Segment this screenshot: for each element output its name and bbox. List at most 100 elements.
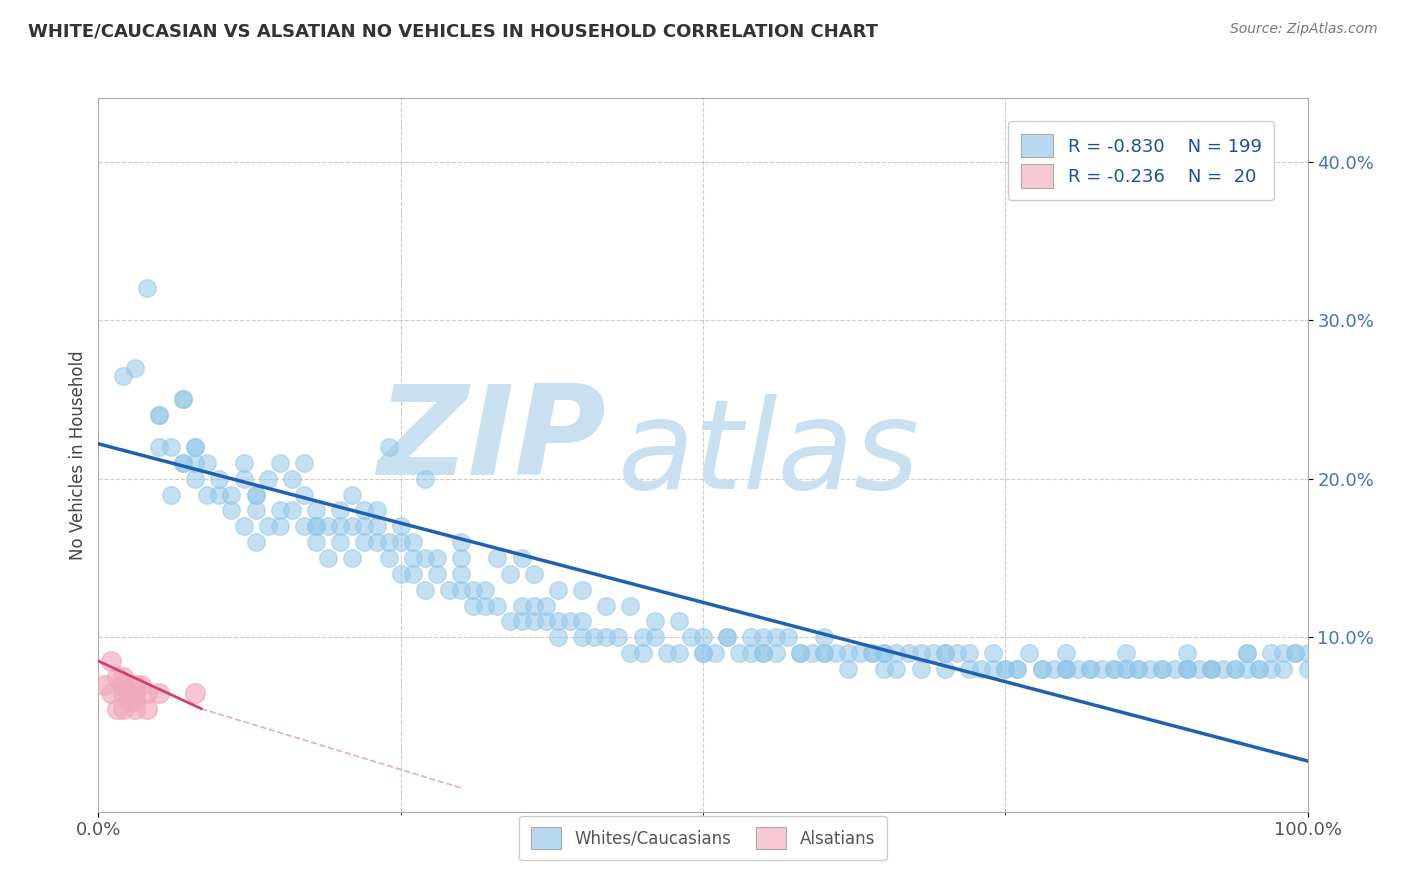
- Point: [873, 646, 896, 660]
- Point: [111, 678, 134, 692]
- Point: [269, 456, 291, 470]
- Point: [1260, 646, 1282, 660]
- Point: [813, 646, 835, 660]
- Point: [402, 535, 425, 549]
- Point: [1054, 662, 1077, 676]
- Text: Source: ZipAtlas.com: Source: ZipAtlas.com: [1230, 22, 1378, 37]
- Point: [1249, 662, 1271, 676]
- Point: [413, 582, 436, 597]
- Point: [692, 630, 714, 644]
- Point: [281, 503, 304, 517]
- Point: [329, 503, 352, 517]
- Point: [910, 646, 932, 660]
- Point: [353, 535, 375, 549]
- Point: [148, 686, 170, 700]
- Point: [1236, 646, 1258, 660]
- Point: [789, 646, 811, 660]
- Point: [1199, 662, 1222, 676]
- Point: [135, 281, 157, 295]
- Point: [105, 670, 128, 684]
- Point: [498, 615, 520, 629]
- Point: [981, 646, 1004, 660]
- Point: [111, 670, 134, 684]
- Point: [1152, 662, 1174, 676]
- Point: [981, 662, 1004, 676]
- Point: [426, 551, 449, 566]
- Point: [740, 646, 762, 660]
- Point: [1152, 662, 1174, 676]
- Point: [1115, 662, 1137, 676]
- Point: [547, 582, 569, 597]
- Point: [124, 694, 146, 708]
- Point: [776, 630, 799, 644]
- Point: [571, 615, 593, 629]
- Point: [1188, 662, 1211, 676]
- Point: [366, 535, 388, 549]
- Point: [413, 551, 436, 566]
- Point: [1296, 662, 1319, 676]
- Point: [1236, 662, 1258, 676]
- Point: [111, 368, 134, 383]
- Point: [195, 487, 218, 501]
- Point: [1296, 646, 1319, 660]
- Point: [245, 487, 267, 501]
- Point: [860, 646, 883, 660]
- Point: [111, 686, 134, 700]
- Point: [1272, 646, 1295, 660]
- Point: [825, 646, 848, 660]
- Point: [595, 599, 617, 613]
- Point: [800, 646, 823, 660]
- Point: [1067, 662, 1090, 676]
- Point: [366, 519, 388, 533]
- Point: [342, 487, 364, 501]
- Point: [329, 519, 352, 533]
- Point: [172, 392, 194, 407]
- Point: [849, 646, 872, 660]
- Point: [389, 535, 412, 549]
- Point: [208, 472, 231, 486]
- Point: [523, 615, 546, 629]
- Point: [631, 630, 654, 644]
- Point: [389, 566, 412, 581]
- Point: [245, 503, 267, 517]
- Point: [837, 662, 859, 676]
- Point: [595, 630, 617, 644]
- Point: [1031, 662, 1053, 676]
- Point: [534, 599, 557, 613]
- Point: [463, 582, 485, 597]
- Point: [583, 630, 606, 644]
- Point: [547, 615, 569, 629]
- Point: [450, 582, 472, 597]
- Point: [692, 646, 714, 660]
- Point: [1078, 662, 1101, 676]
- Point: [463, 599, 485, 613]
- Point: [124, 360, 146, 375]
- Point: [1115, 646, 1137, 660]
- Point: [450, 566, 472, 581]
- Point: [292, 456, 315, 470]
- Point: [316, 519, 339, 533]
- Point: [692, 646, 714, 660]
- Point: [1199, 662, 1222, 676]
- Point: [377, 440, 399, 454]
- Point: [305, 535, 328, 549]
- Point: [402, 551, 425, 566]
- Point: [281, 472, 304, 486]
- Point: [1223, 662, 1246, 676]
- Point: [413, 472, 436, 486]
- Point: [1260, 662, 1282, 676]
- Point: [631, 646, 654, 660]
- Point: [716, 630, 738, 644]
- Point: [752, 646, 775, 660]
- Point: [619, 599, 641, 613]
- Point: [668, 615, 690, 629]
- Point: [1175, 646, 1198, 660]
- Point: [402, 566, 425, 581]
- Point: [450, 535, 472, 549]
- Point: [897, 646, 920, 660]
- Point: [245, 535, 267, 549]
- Point: [184, 440, 207, 454]
- Point: [184, 686, 207, 700]
- Point: [353, 503, 375, 517]
- Point: [946, 646, 969, 660]
